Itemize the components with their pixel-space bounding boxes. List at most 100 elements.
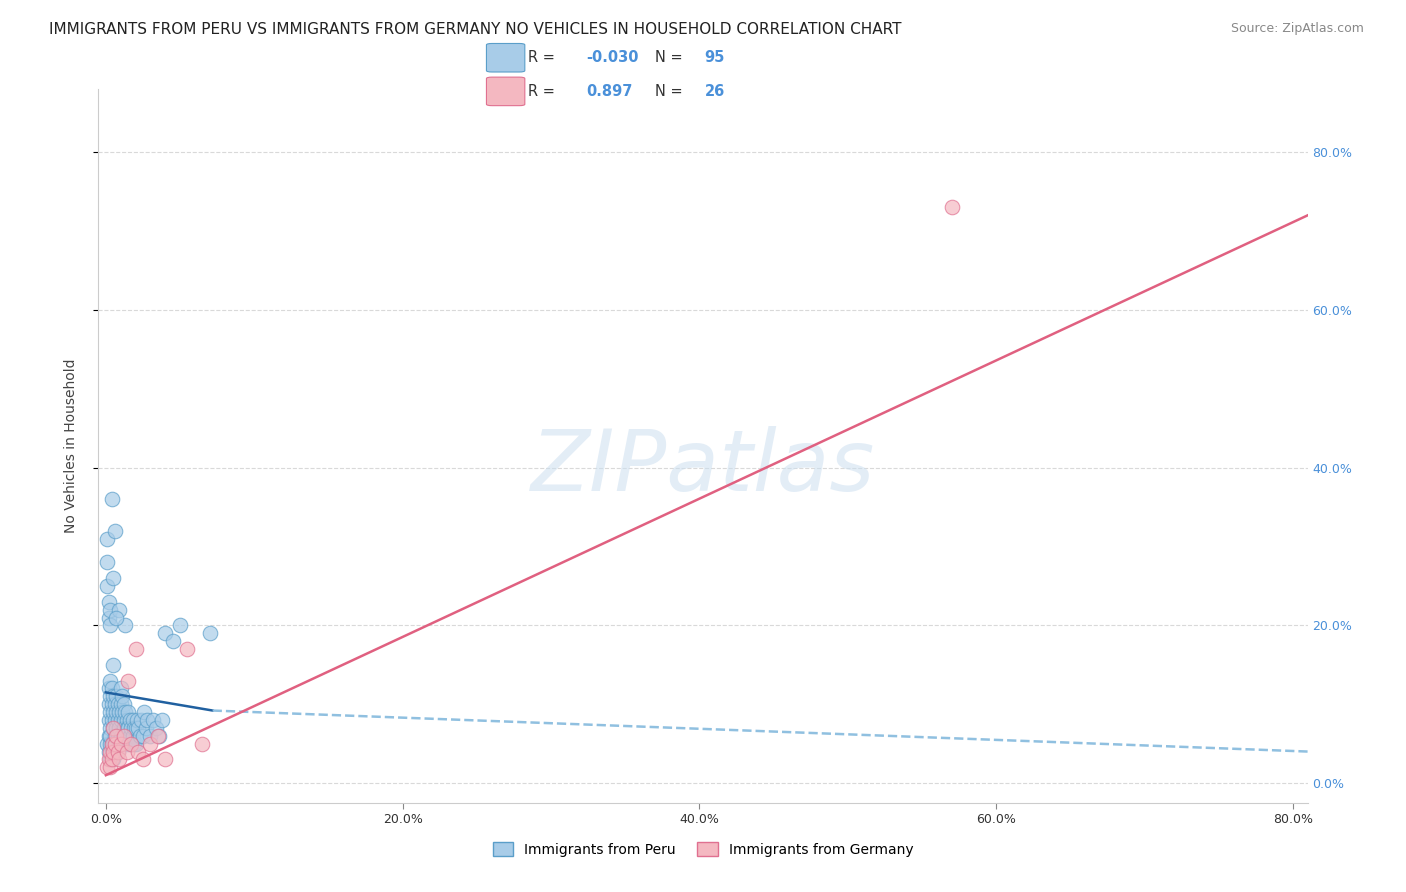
Point [100,713,122,727]
Point [176,642,198,657]
Point [97,752,120,766]
Point [114,729,136,743]
Point [104,524,127,538]
Point [98,721,121,735]
Point [941,201,963,215]
Point [110,729,132,743]
Point [136,713,159,727]
Point [110,698,132,712]
Point [162,634,184,648]
Point [153,752,176,766]
Point [103,571,125,585]
Point [98,690,121,704]
Point [100,698,122,712]
Point [112,721,135,735]
Point [100,492,122,507]
Point [98,745,121,759]
Point [100,752,122,766]
Point [97,610,120,624]
Point [127,721,149,735]
Point [96,532,118,546]
Point [148,729,170,743]
Point [98,618,121,632]
Point [105,721,128,735]
Point [122,737,145,751]
Point [108,752,131,766]
Point [107,745,129,759]
Point [105,705,128,719]
Point [103,752,125,766]
FancyBboxPatch shape [486,44,524,72]
Point [125,713,148,727]
Point [134,705,156,719]
Point [110,713,132,727]
Text: R =: R = [527,50,554,65]
Point [105,690,128,704]
Point [118,713,141,727]
Point [120,721,142,735]
Text: -0.030: -0.030 [586,50,638,65]
Point [103,657,125,672]
Point [97,713,120,727]
Point [104,713,127,727]
Point [107,729,129,743]
Point [96,579,118,593]
Point [112,698,135,712]
Point [110,737,132,751]
Point [124,721,146,735]
Point [124,737,146,751]
Y-axis label: No Vehicles in Household: No Vehicles in Household [63,359,77,533]
Point [103,721,125,735]
Text: 0.897: 0.897 [586,84,633,99]
Point [97,595,120,609]
Point [132,752,155,766]
Point [153,626,176,640]
Point [145,721,167,735]
Point [108,705,131,719]
Text: 26: 26 [704,84,724,99]
Point [191,737,214,751]
Point [107,698,129,712]
Text: 95: 95 [704,50,724,65]
Legend: Immigrants from Peru, Immigrants from Germany: Immigrants from Peru, Immigrants from Ge… [485,835,921,863]
Point [105,737,128,751]
Point [104,745,127,759]
Point [107,745,129,759]
Point [142,713,165,727]
Text: ZIPatlas: ZIPatlas [531,425,875,509]
Point [104,737,127,751]
Point [96,555,118,569]
Point [98,602,121,616]
Point [112,713,135,727]
Point [100,737,122,751]
Point [117,721,139,735]
Point [117,673,139,688]
Point [135,721,157,735]
Point [132,729,155,743]
Text: Source: ZipAtlas.com: Source: ZipAtlas.com [1230,22,1364,36]
Text: IMMIGRANTS FROM PERU VS IMMIGRANTS FROM GERMANY NO VEHICLES IN HOUSEHOLD CORRELA: IMMIGRANTS FROM PERU VS IMMIGRANTS FROM … [49,22,901,37]
Point [198,626,221,640]
Point [111,705,134,719]
Point [103,737,125,751]
Text: R =: R = [527,84,554,99]
Point [118,729,141,743]
Point [100,745,122,759]
Point [117,705,139,719]
Point [150,713,173,727]
Point [115,713,138,727]
Point [104,729,127,743]
Point [114,618,136,632]
Text: N =: N = [655,50,683,65]
Point [111,690,134,704]
Point [129,729,152,743]
Point [169,618,191,632]
Point [98,760,121,774]
Point [121,713,143,727]
Point [120,737,142,751]
Point [98,737,121,751]
Point [104,698,127,712]
Point [98,752,121,766]
Point [103,721,125,735]
Point [103,705,125,719]
